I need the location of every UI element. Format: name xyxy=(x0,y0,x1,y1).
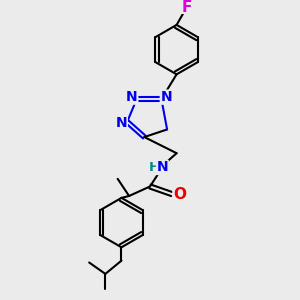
Text: H: H xyxy=(149,161,160,174)
Text: O: O xyxy=(173,187,186,202)
Text: N: N xyxy=(116,116,127,130)
Text: N: N xyxy=(126,90,138,104)
Text: N: N xyxy=(157,160,168,175)
Text: F: F xyxy=(182,0,192,15)
Text: N: N xyxy=(160,90,172,104)
